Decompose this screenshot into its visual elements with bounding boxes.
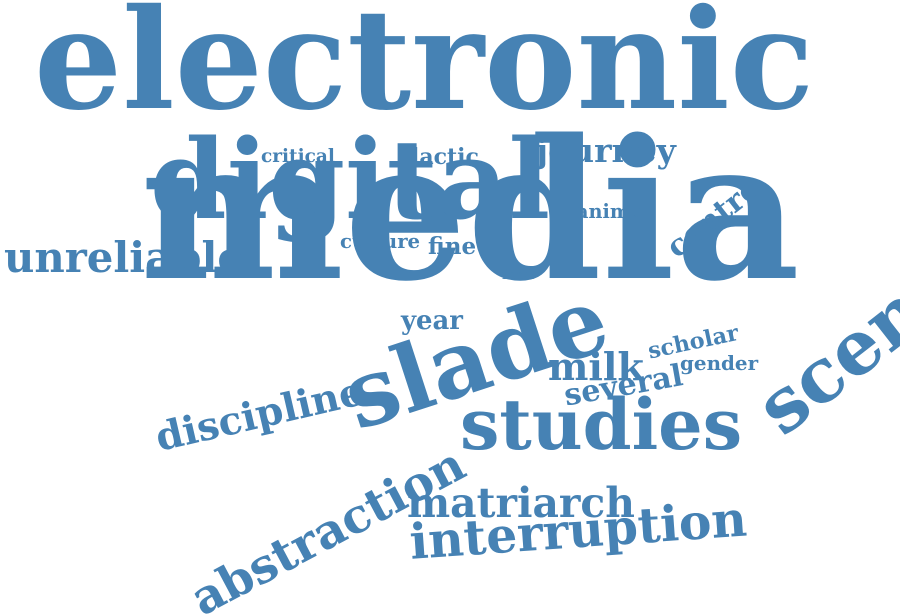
word-electronic: electronic xyxy=(34,0,815,142)
word-food: food xyxy=(502,268,535,284)
word-lactic: lactic xyxy=(411,144,479,171)
word-culture: culture xyxy=(340,229,421,253)
word-matriarch: matriarch xyxy=(407,479,635,528)
word-critical: critical xyxy=(261,145,335,167)
word-journey: journey xyxy=(536,131,676,171)
word-media: media xyxy=(140,97,800,324)
word-gender: gender xyxy=(680,350,759,375)
word-unreliable: unreliable xyxy=(4,232,244,282)
word-discipline: discipline xyxy=(151,368,369,462)
word-animal: animal xyxy=(576,199,651,223)
word-year: year xyxy=(401,305,463,336)
word-digital: digital xyxy=(150,114,551,244)
word-milk: milk xyxy=(548,345,644,391)
word-fine: fine xyxy=(428,233,477,261)
word-studies: studies xyxy=(460,382,743,466)
